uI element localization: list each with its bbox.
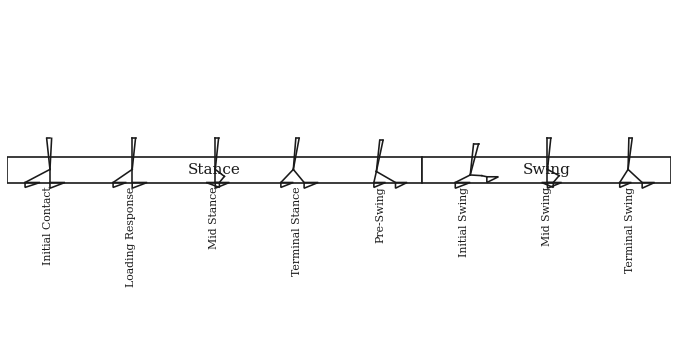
Text: Mid Swing: Mid Swing <box>542 187 552 246</box>
Text: Terminal Swing: Terminal Swing <box>624 187 635 273</box>
Text: Mid Stance: Mid Stance <box>210 187 220 249</box>
Text: Initial Swing: Initial Swing <box>458 187 468 257</box>
FancyBboxPatch shape <box>7 157 422 183</box>
Text: Pre-Swing: Pre-Swing <box>376 187 386 243</box>
Text: Swing: Swing <box>523 163 571 177</box>
Text: Stance: Stance <box>188 163 241 177</box>
Text: Initial Contact: Initial Contact <box>43 187 54 265</box>
FancyBboxPatch shape <box>422 157 671 183</box>
Text: Loading Response: Loading Response <box>126 187 136 287</box>
Text: Terminal Stance: Terminal Stance <box>292 187 302 276</box>
